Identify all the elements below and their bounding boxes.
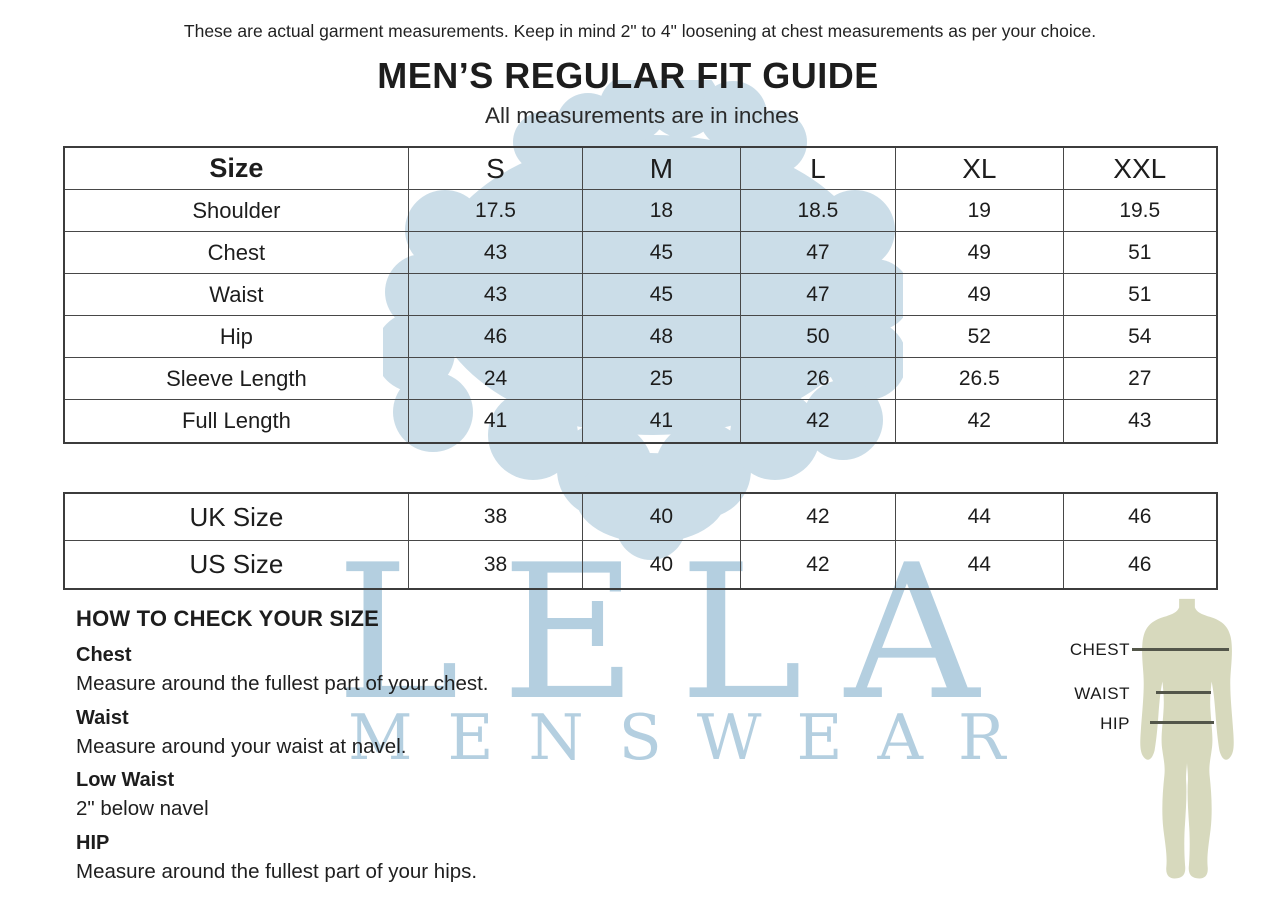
table-cell: 40 [583, 494, 741, 541]
table-cell: 54 [1063, 316, 1216, 358]
table-cell: 26 [740, 358, 897, 400]
fit-measurements-table: Size S M L XL XXL Shoulder 17.5 18 18.5 … [63, 146, 1218, 444]
how-to-label-low-waist: Low Waist [76, 769, 175, 792]
row-label-uk-size: UK Size [65, 494, 409, 541]
figure-hip-label: HIP [1100, 714, 1130, 733]
table-cell: 41 [583, 400, 741, 442]
how-to-section: HOW TO CHECK YOUR SIZE Chest Measure aro… [76, 606, 676, 887]
col-header-xxl: XXL [1063, 148, 1216, 190]
col-header-size: Size [65, 148, 409, 190]
table-cell: 49 [896, 232, 1064, 274]
row-label-sleeve-length: Sleeve Length [65, 358, 409, 400]
table-cell: 51 [1063, 232, 1216, 274]
row-label-us-size: US Size [65, 541, 409, 588]
watermark-brand-sub: MENSWEAR [348, 701, 1041, 774]
table-cell: 46 [408, 316, 584, 358]
col-header-xl: XL [896, 148, 1064, 190]
table-cell: 45 [583, 232, 741, 274]
how-to-label-hip: HIP [76, 832, 110, 855]
table-cell: 42 [740, 494, 897, 541]
how-to-label-waist: Waist [76, 706, 129, 729]
how-to-heading: HOW TO CHECK YOUR SIZE [76, 606, 380, 631]
size-conversion-table: UK Size 38 40 42 44 46 US Size 38 40 42 … [63, 492, 1218, 590]
table-cell: 38 [409, 541, 584, 588]
table-cell: 19.5 [1063, 190, 1216, 232]
table-cell: 47 [740, 274, 897, 316]
table-cell: 51 [1063, 274, 1216, 316]
waist-measure-line [1156, 691, 1211, 694]
table-cell: 42 [741, 400, 897, 442]
table-cell: 47 [740, 232, 897, 274]
how-to-text-low-waist: 2" below navel [76, 797, 209, 821]
how-to-label-chest: Chest [76, 644, 132, 666]
table-cell: 48 [583, 316, 741, 358]
table-cell: 18.5 [740, 190, 897, 232]
table-cell: 45 [583, 274, 741, 316]
table-cell: 26.5 [896, 358, 1064, 400]
table-cell: 49 [896, 274, 1064, 316]
table-cell: 42 [896, 400, 1064, 442]
hip-measure-line [1150, 721, 1214, 724]
how-to-text-chest: Measure around the fullest part of your … [76, 672, 489, 695]
row-label-hip: Hip [65, 316, 409, 358]
table-cell: 27 [1063, 358, 1216, 400]
row-label-chest: Chest [65, 232, 409, 274]
table-cell: 17.5 [408, 190, 584, 232]
table-cell: 42 [741, 541, 897, 588]
page-subtitle: All measurements are in inches [485, 103, 799, 128]
table-cell: 40 [583, 541, 741, 588]
table-cell: 52 [896, 316, 1064, 358]
table-cell: 44 [896, 541, 1064, 588]
col-header-s: S [408, 148, 584, 190]
table-cell: 38 [408, 494, 584, 541]
col-header-m: M [583, 148, 741, 190]
figure-chest-label: CHEST [1069, 640, 1130, 659]
table-cell: 18 [583, 190, 741, 232]
table-cell: 50 [740, 316, 897, 358]
table-cell: 41 [409, 400, 584, 442]
body-silhouette-figure [1140, 598, 1234, 879]
table-cell: 46 [1063, 494, 1216, 541]
table-cell: 44 [896, 494, 1064, 541]
table-cell: 25 [583, 358, 741, 400]
row-label-shoulder: Shoulder [65, 190, 409, 232]
row-label-full-length: Full Length [65, 400, 409, 442]
table-cell: 43 [1128, 409, 1152, 432]
table-cell: 43 [408, 274, 584, 316]
table-cell: 24 [408, 358, 584, 400]
row-label-waist: Waist [65, 274, 409, 316]
table-cell: 19 [896, 190, 1064, 232]
col-header-l: L [740, 148, 897, 190]
page-title: MEN’S REGULAR FIT GUIDE [377, 55, 879, 96]
watermark-brand-name: LELA [336, 524, 1022, 741]
how-to-text-hip: Measure around the fullest part of your … [76, 860, 478, 884]
chest-measure-line [1132, 648, 1229, 651]
how-to-text-waist: Measure around your waist at navel. [76, 734, 407, 758]
table-cell: 43 [408, 232, 584, 274]
table-cell: 46 [1128, 552, 1152, 576]
figure-waist-label: WAIST [1074, 684, 1130, 703]
disclaimer-text: These are actual garment measurements. K… [183, 21, 1097, 41]
